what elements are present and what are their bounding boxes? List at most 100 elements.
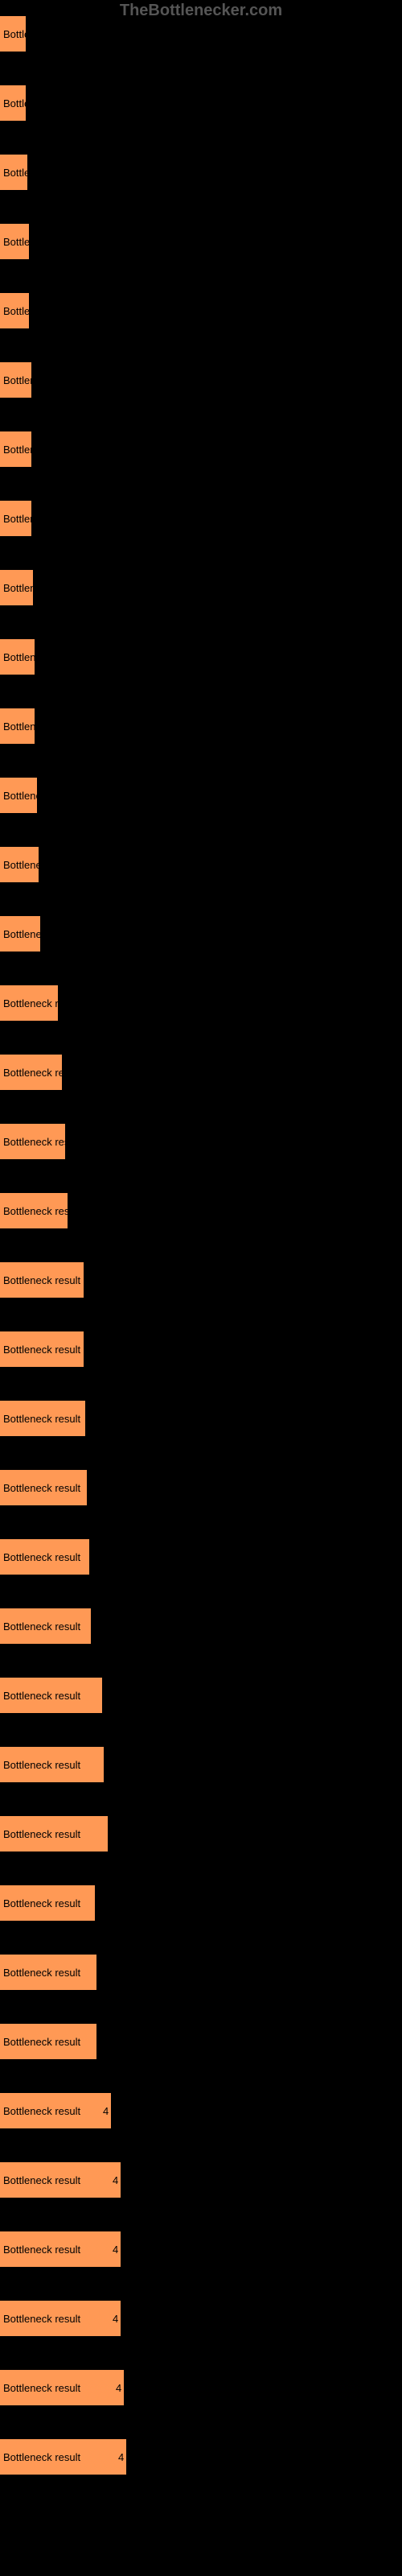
bar-label: Bottleneck result [3,1620,80,1633]
bar: Bottleneck result [0,1331,84,1367]
bar-label: Bottleneck result [3,444,80,456]
bar-row: Bottleneck result [0,293,394,328]
bar-row: Bottleneck result [0,1955,394,1990]
bar-row: Bottleneck result [0,1262,394,1298]
bar-value: 4 [118,2451,124,2463]
bar-label: Bottleneck result [3,1274,80,1286]
bar-row: Bottleneck result 4 [0,2231,394,2267]
bar-row: Bottleneck result [0,639,394,675]
bar: Bottleneck result [0,1816,108,1852]
bar-row: Bottleneck result [0,1331,394,1367]
bar: Bottleneck result [0,985,58,1021]
bar-label: Bottleneck result [3,1551,80,1563]
bar-label: Bottleneck result [3,2036,80,2048]
bar-row: Bottleneck result [0,1816,394,1852]
bar-row: Bottleneck result [0,847,394,882]
bar-row: Bottleneck result [0,85,394,121]
bar: Bottleneck result [0,2024,96,2059]
bar-label: Bottleneck result [3,305,80,317]
bar-label: Bottleneck result [3,720,80,733]
bar: Bottleneck result [0,293,29,328]
bar: Bottleneck result [0,16,26,52]
bar-row: Bottleneck result [0,778,394,813]
bar-label: Bottleneck result [3,1482,80,1494]
bar: Bottleneck result [0,1124,65,1159]
bar-value: 4 [113,2244,118,2256]
bar: Bottleneck result [0,1055,62,1090]
bar-label: Bottleneck result [3,928,80,940]
bar: Bottleneck result 4 [0,2231,121,2267]
bar-row: Bottleneck result [0,224,394,259]
bar-row: Bottleneck result [0,16,394,52]
bar-label: Bottleneck result [3,1690,80,1702]
bar: Bottleneck result 4 [0,2093,111,2128]
bar-label: Bottleneck result [3,1344,80,1356]
bar-row: Bottleneck result [0,1401,394,1436]
bar: Bottleneck result [0,431,31,467]
bar-label: Bottleneck result [3,1413,80,1425]
bar: Bottleneck result [0,1678,102,1713]
bar: Bottleneck result [0,85,26,121]
bar-label: Bottleneck result [3,1967,80,1979]
bar: Bottleneck result [0,1955,96,1990]
bar-label: Bottleneck result [3,2382,80,2394]
bar-label: Bottleneck result [3,236,80,248]
bar-row: Bottleneck result [0,1608,394,1644]
bar-label: Bottleneck result [3,997,80,1009]
bar-label: Bottleneck result [3,1067,80,1079]
bar-label: Bottleneck result [3,374,80,386]
bar-row: Bottleneck result 4 [0,2370,394,2405]
bar-label: Bottleneck result [3,1205,80,1217]
bar-label: Bottleneck result [3,2313,80,2325]
bar: Bottleneck result [0,778,37,813]
bar-label: Bottleneck result [3,1759,80,1771]
bar-row: Bottleneck result4 [0,2162,394,2198]
bar: Bottleneck result [0,1193,68,1228]
bar-row: Bottleneck result 4 [0,2439,394,2475]
bar-label: Bottleneck result [3,1136,80,1148]
bar: Bottleneck result [0,224,29,259]
bar-row: Bottleneck result [0,1747,394,1782]
bar-value: 4 [116,2382,121,2394]
bar-label: Bottleneck result [3,2105,80,2117]
bar-label: Bottleneck result [3,97,80,109]
bar-label: Bottleneck result [3,2451,80,2463]
bar: Bottleneck result [0,916,40,952]
bar: Bottleneck result [0,639,35,675]
bar-label: Bottleneck result [3,28,80,40]
bar-row: Bottleneck result 4 [0,2301,394,2336]
bar-label: Bottleneck result [3,167,80,179]
bar-row: Bottleneck result [0,1539,394,1575]
bar: Bottleneck result [0,1262,84,1298]
bar-row: Bottleneck result [0,1124,394,1159]
bar-row: Bottleneck result [0,1193,394,1228]
bar: Bottleneck result [0,362,31,398]
bar: Bottleneck result [0,708,35,744]
bar: Bottleneck result 4 [0,2301,121,2336]
bar-row: Bottleneck result [0,1055,394,1090]
bar-row: Bottleneck result [0,916,394,952]
bar-row: Bottleneck result [0,1885,394,1921]
bar-row: Bottleneck result 4 [0,2093,394,2128]
bar-row: Bottleneck result [0,362,394,398]
bar-value: 4 [103,2105,109,2117]
bar-row: Bottleneck result [0,431,394,467]
bar-row: Bottleneck result [0,708,394,744]
bar-label: Bottleneck result [3,2244,80,2256]
bar: Bottleneck result [0,1539,89,1575]
bar-value: 4 [113,2313,118,2325]
bar-label: Bottleneck result [3,582,80,594]
bar-label: Bottleneck result [3,859,80,871]
bar-label: Bottleneck result [3,651,80,663]
bar: Bottleneck result [0,1470,87,1505]
bar: Bottleneck result [0,1885,95,1921]
bar-row: Bottleneck result [0,985,394,1021]
bar-label: Bottleneck result [3,1897,80,1909]
bar: Bottleneck result 4 [0,2439,126,2475]
bar: Bottleneck result [0,847,39,882]
bar: Bottleneck result [0,1401,85,1436]
bar: Bottleneck result4 [0,2162,121,2198]
bar-row: Bottleneck result [0,155,394,190]
bar: Bottleneck result 4 [0,2370,124,2405]
watermark-text: TheBottlenecker.com [120,2,282,20]
